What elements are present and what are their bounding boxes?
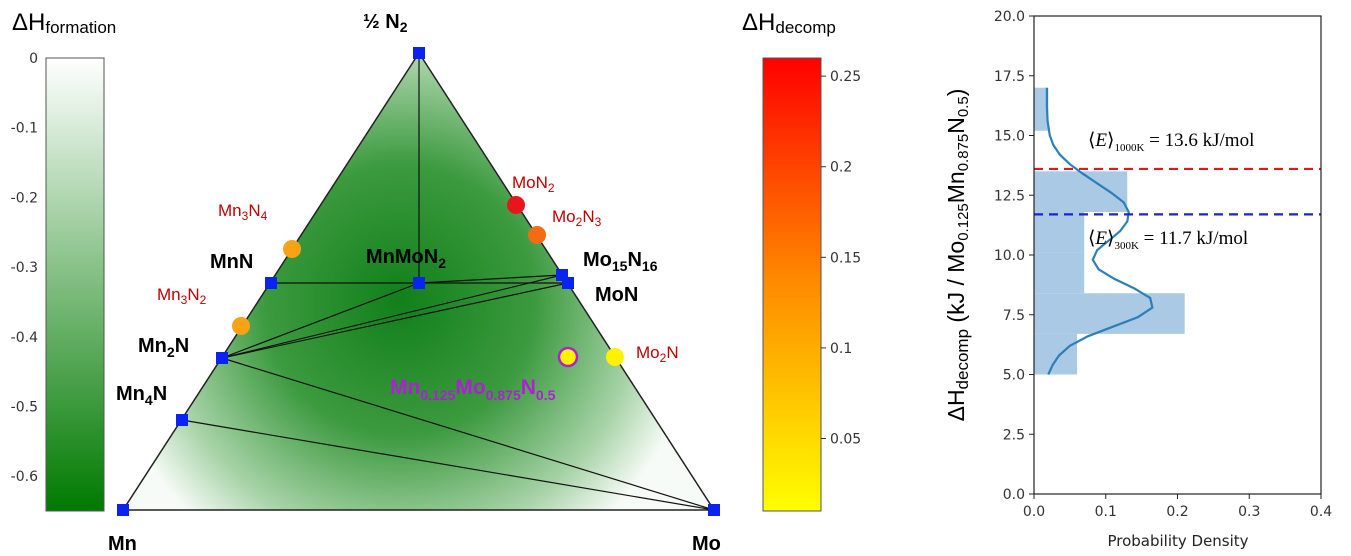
stable-phase-marker xyxy=(708,504,720,516)
target-composition-label: Mn0.125Mo0.875N0.5 xyxy=(390,376,556,403)
vertex-label-mn: Mn xyxy=(108,533,137,555)
reference-lines xyxy=(1034,167,1321,216)
phase-label-mon2: MoN2 xyxy=(512,173,555,195)
vertex-label-mo: Mo xyxy=(692,533,721,555)
histogram-bar xyxy=(1034,171,1128,212)
annotation-1000k: ⟨E⟩1000K = 13.6 kJ/mol xyxy=(1088,130,1254,154)
ternary-diagram: ½ N2 MnN MnMoN2 Mo15N16 MoN Mn2N Mn4N Mn… xyxy=(108,11,721,555)
tie-line xyxy=(221,282,420,359)
y-tick-label: 7.5 xyxy=(1003,308,1025,324)
y-tick-label: 17.5 xyxy=(994,69,1025,85)
stable-phase-marker xyxy=(117,504,129,516)
x-tick-label: 0.0 xyxy=(1023,504,1045,520)
decomp-colorbar: ΔHdecomp 0.25 0.2 0.15 0.1 0.05 xyxy=(742,9,861,512)
y-tick-label: 12.5 xyxy=(994,188,1025,204)
formation-colorbar-bar xyxy=(45,57,105,512)
tie-line xyxy=(221,274,563,359)
decomp-colorbar-bar xyxy=(762,57,822,512)
target-composition-marker xyxy=(557,346,579,368)
phase-label-mn4n: Mn4N xyxy=(116,383,167,408)
phase-label-mo2n: Mo2N xyxy=(636,343,679,365)
stable-phase-marker xyxy=(176,414,188,426)
formation-tick-label: -0.4 xyxy=(11,330,38,346)
histogram-panel: 0.0 0.1 0.2 0.3 0.4 0.0 2.5 5.0 7.5 10.0 12.5 15.0… xyxy=(943,9,1332,550)
phase-label-mn3n2: Mn3N2 xyxy=(157,285,207,307)
histogram-bar xyxy=(1034,87,1049,131)
phase-label-mon: MoN xyxy=(595,284,638,306)
tie-line xyxy=(418,274,563,284)
y-tick-label: 2.5 xyxy=(1003,427,1025,443)
formation-colorbar-title: ΔHformation xyxy=(12,9,116,37)
stable-phase-marker xyxy=(216,352,228,364)
unstable-phase-marker-mo2n3 xyxy=(528,226,546,244)
stable-phase-marker xyxy=(413,47,425,59)
histogram-bar xyxy=(1034,252,1085,294)
histogram-bar xyxy=(1034,333,1078,375)
phase-label-mnmon2: MnMoN2 xyxy=(366,246,446,271)
annotation-300k: ⟨E⟩300K = 11.7 kJ/mol xyxy=(1088,228,1248,252)
phase-label-mn2n: Mn2N xyxy=(138,335,189,360)
decomp-tick-label: 0.2 xyxy=(830,160,852,176)
x-tick-label: 0.3 xyxy=(1238,504,1260,520)
x-tick-label: 0.2 xyxy=(1166,504,1188,520)
stable-phase-marker xyxy=(562,277,574,289)
decomp-tick-label: 0.05 xyxy=(830,432,861,448)
vertex-label-n2: ½ N2 xyxy=(363,11,408,35)
histogram-y-axis-label: ΔHdecomp (kJ / Mo0.125Mn0.875N0.5) xyxy=(943,89,972,422)
stable-phase-markers xyxy=(117,47,720,516)
formation-tick-label: -0.1 xyxy=(11,121,38,137)
formation-tick-label: -0.6 xyxy=(11,469,38,485)
formation-colorbar: ΔHformation 0 -0.1 -0.2 -0.3 -0.4 -0.5 -0.6 xyxy=(11,9,116,512)
formation-tick-label: -0.3 xyxy=(11,260,38,276)
unstable-phase-markers xyxy=(232,196,624,368)
decomp-tick-label: 0.1 xyxy=(830,341,852,357)
decomp-tick-label: 0.25 xyxy=(830,69,861,85)
stable-phase-marker xyxy=(413,277,425,289)
kde-curve xyxy=(1045,87,1154,375)
histogram-x-ticks: 0.0 0.1 0.2 0.3 0.4 xyxy=(1023,494,1332,520)
y-tick-label: 5.0 xyxy=(1003,368,1025,384)
unstable-phase-marker-mn3n4 xyxy=(283,240,301,258)
phase-label-mo15n16: Mo15N16 xyxy=(583,249,658,274)
formation-tick-label: -0.2 xyxy=(11,190,38,206)
tie-line xyxy=(181,419,715,511)
formation-tick-label: -0.5 xyxy=(11,399,38,415)
unstable-phase-marker-mon2 xyxy=(507,196,525,214)
histogram-bar xyxy=(1034,211,1085,253)
y-tick-label: 0.0 xyxy=(1003,487,1025,503)
y-tick-label: 15.0 xyxy=(994,129,1025,145)
decomp-colorbar-title: ΔHdecomp xyxy=(742,9,836,37)
stable-phase-marker xyxy=(265,277,277,289)
formation-colorbar-ticks: 0 -0.1 -0.2 -0.3 -0.4 -0.5 -0.6 xyxy=(11,51,38,485)
x-tick-label: 0.1 xyxy=(1095,504,1117,520)
phase-label-mo2n3: Mo2N3 xyxy=(552,207,602,229)
tie-line xyxy=(221,357,715,511)
unstable-phase-marker-mo2n xyxy=(606,348,624,366)
decomp-colorbar-ticks: 0.25 0.2 0.15 0.1 0.05 xyxy=(821,69,861,448)
tie-line xyxy=(221,282,569,359)
y-tick-label: 20.0 xyxy=(994,9,1025,25)
unstable-phase-marker-mn3n2 xyxy=(232,317,250,335)
decomp-tick-label: 0.15 xyxy=(830,250,861,266)
phase-label-mnn: MnN xyxy=(210,251,253,273)
histogram-y-ticks: 0.0 2.5 5.0 7.5 10.0 12.5 15.0 17.5 20.0 xyxy=(994,9,1034,503)
histogram-x-axis-label: Probability Density xyxy=(1107,532,1248,550)
y-tick-label: 10.0 xyxy=(994,248,1025,264)
formation-tick-label: 0 xyxy=(29,51,38,67)
phase-label-mn3n4: Mn3N4 xyxy=(218,201,268,223)
x-tick-label: 0.4 xyxy=(1310,504,1332,520)
